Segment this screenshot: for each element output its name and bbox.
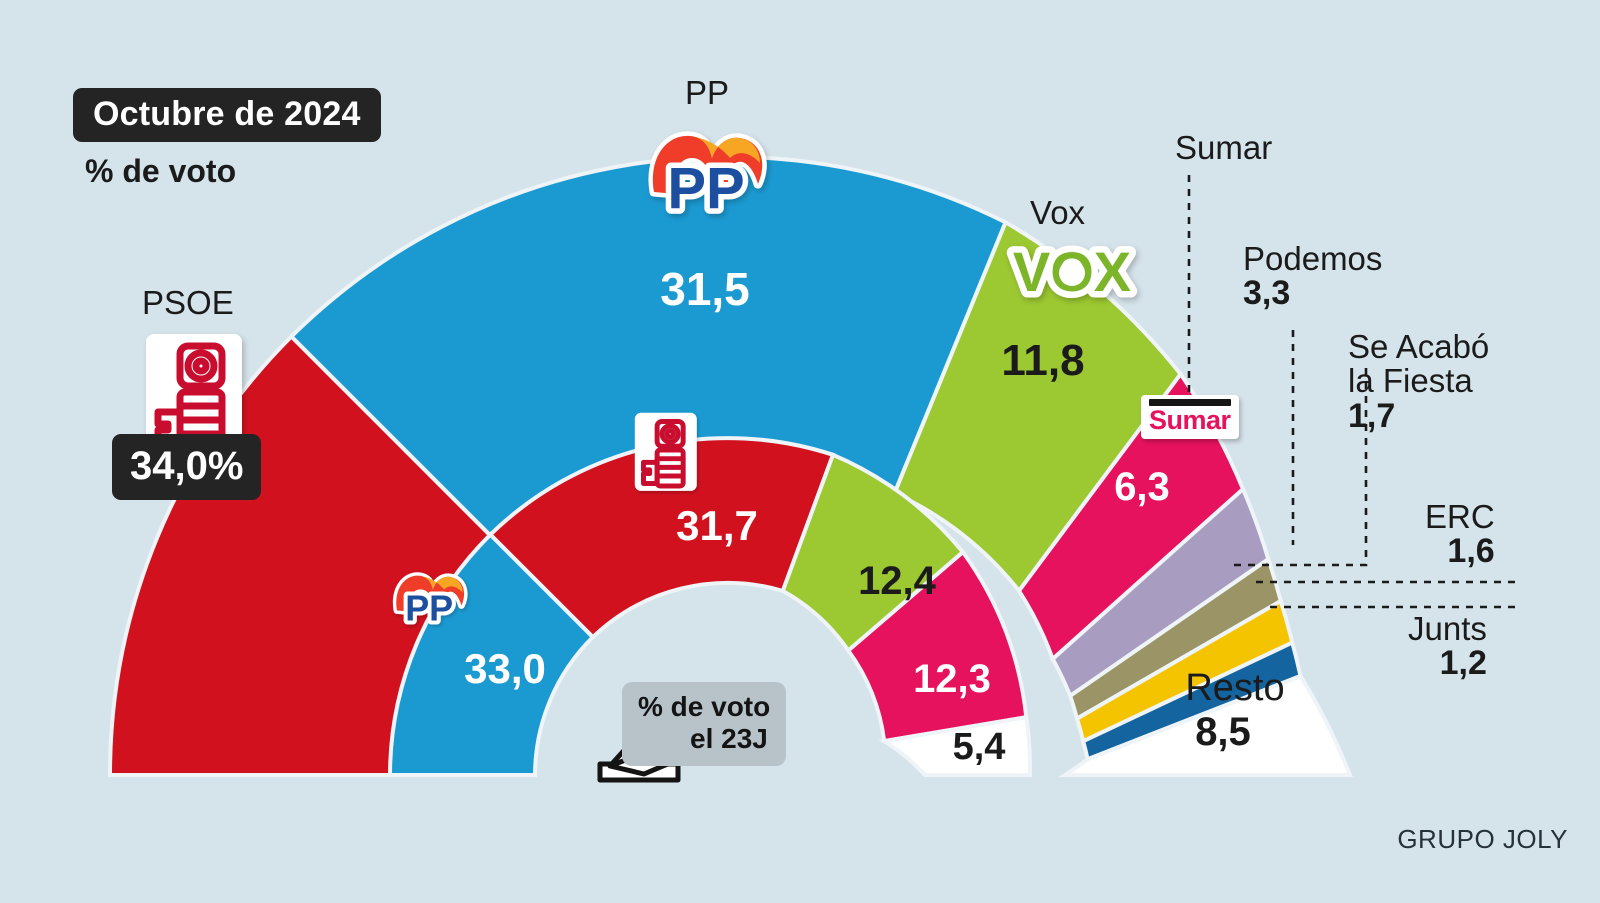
outer-ring-group bbox=[107, 154, 1353, 777]
label-psoe: PSOE bbox=[142, 284, 234, 321]
svg-text:PP: PP bbox=[667, 156, 744, 221]
value-junts: 1,2 bbox=[1439, 644, 1487, 683]
svg-text:PP: PP bbox=[405, 587, 453, 628]
value-se-acabo: 1,7 bbox=[1348, 396, 1396, 435]
inner-slice-psoe[interactable] bbox=[487, 436, 836, 640]
sumar-logo-bar bbox=[1149, 399, 1231, 406]
label-junts-text: Junts bbox=[1408, 610, 1487, 647]
label-se-acabo-line2: la Fiesta bbox=[1348, 362, 1473, 400]
header-subtitle: % de voto bbox=[85, 153, 237, 189]
leader-line-se-acabo bbox=[1227, 368, 1368, 567]
sumar-logo: Sumar bbox=[1141, 395, 1239, 439]
outer-value-resto-num: 8,5 bbox=[1195, 710, 1251, 754]
pp-logo: PP PP bbox=[648, 131, 767, 227]
pp-logo-inner: PP PP bbox=[392, 572, 468, 632]
inner-ring-caption: % de voto el 23J bbox=[622, 682, 787, 766]
outer-value-sumar: 6,3 bbox=[1114, 465, 1170, 509]
label-se-acabo-line1: Se Acabó bbox=[1348, 328, 1490, 365]
value-podemos: 3,3 bbox=[1243, 274, 1291, 313]
inner-slice-resto[interactable] bbox=[878, 714, 1033, 777]
label-vox: Vox bbox=[1030, 194, 1086, 231]
outer-value-vox: 11,8 bbox=[1001, 336, 1084, 385]
inner-caption-line1: % de voto bbox=[638, 691, 771, 722]
value-psoe-outer: 34,0% bbox=[112, 434, 262, 500]
date-badge: Octubre de 2024 bbox=[73, 88, 381, 142]
outer-slice-resto[interactable] bbox=[1058, 673, 1353, 777]
inner-value-pp: 33,0 bbox=[464, 645, 546, 692]
outer-value-pp: 31,5 bbox=[660, 263, 750, 315]
label-sumar: Sumar bbox=[1175, 129, 1273, 166]
leader-lines bbox=[1187, 175, 1515, 609]
outer-value-labels: 31,5 11,8 6,3 Resto 8,5 bbox=[660, 263, 1284, 754]
inner-ring-group bbox=[387, 436, 1033, 777]
label-podemos-text: Podemos bbox=[1243, 240, 1383, 277]
value-erc: 1,6 bbox=[1447, 532, 1495, 571]
psoe-rose-fist-logo-inner bbox=[634, 412, 697, 491]
inner-value-vox: 12,4 bbox=[858, 559, 937, 603]
label-podemos: Podemos 3,3 bbox=[1243, 240, 1383, 313]
label-pp: PP bbox=[685, 74, 730, 111]
inner-value-resto: 5,4 bbox=[953, 726, 1006, 768]
psoe-rose-fist-logo bbox=[146, 334, 242, 456]
credit-label: GRUPO JOLY bbox=[1397, 824, 1568, 854]
outer-value-resto: Resto bbox=[1185, 667, 1284, 709]
label-erc-text: ERC bbox=[1425, 498, 1495, 535]
svg-text:PP: PP bbox=[667, 156, 744, 221]
label-se-acabo-la-fiesta: Se Acabó la Fiesta 1,7 bbox=[1348, 328, 1490, 435]
inner-value-labels: 33,0 31,7 12,4 12,3 5,4 bbox=[464, 502, 1005, 768]
svg-text:PP: PP bbox=[405, 587, 453, 628]
inner-value-psoe: 31,7 bbox=[676, 502, 758, 549]
header-block: Octubre de 2024 % de voto bbox=[73, 88, 381, 187]
label-erc: ERC 1,6 bbox=[1425, 498, 1495, 571]
sumar-logo-text: Sumar bbox=[1149, 405, 1231, 435]
label-junts: Junts 1,2 bbox=[1408, 610, 1487, 683]
vox-logo: VOX VOX bbox=[1006, 234, 1137, 310]
inner-value-sumar: 12,3 bbox=[913, 657, 991, 701]
inner-caption-line2: el 23J bbox=[690, 723, 768, 755]
